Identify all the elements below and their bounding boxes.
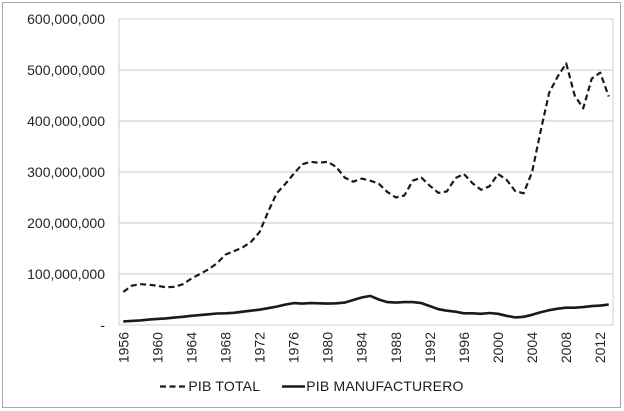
x-axis-tick-label: 2000: [490, 332, 506, 363]
legend-item-pib-total: PIB TOTAL: [160, 378, 260, 394]
pib-total-dashed-line-marker: [160, 384, 188, 388]
y-axis-tick-label: 500,000,000: [27, 62, 105, 78]
y-axis-tick-label: 300,000,000: [27, 164, 105, 180]
series-line-pib-total: [122, 62, 610, 293]
pib-manufacturero-solid-line-marker: [282, 384, 306, 388]
x-axis-tick-label: 1968: [217, 332, 233, 363]
x-axis-tick-label: 1960: [149, 332, 165, 363]
y-axis-tick-label: 200,000,000: [27, 215, 105, 231]
chart-legend: PIB TOTAL PIB MANUFACTURERO: [0, 373, 624, 399]
legend-item-pib-manufacturero: PIB MANUFACTURERO: [282, 378, 463, 394]
legend-label-pib-manufacturero: PIB MANUFACTURERO: [306, 378, 464, 394]
y-axis-tick-label: 400,000,000: [27, 113, 105, 129]
x-axis-tick-label: 2008: [558, 332, 574, 363]
x-axis-tick-label: 1996: [456, 332, 472, 363]
x-axis-tick-label: 1992: [422, 332, 438, 363]
x-axis-tick-label: 1980: [320, 332, 336, 363]
x-axis-tick-label: 1956: [115, 332, 131, 363]
x-axis-tick-label: 1976: [286, 332, 302, 363]
y-axis-tick-label: 600,000,000: [27, 11, 105, 27]
series-line-pib-manufacturero: [123, 294, 609, 323]
x-axis-tick-label: 2012: [592, 332, 608, 363]
x-axis-tick-label: 2004: [524, 332, 540, 363]
y-axis-tick-label: -: [100, 317, 105, 333]
x-axis-tick-label: 1988: [388, 332, 404, 363]
x-axis-tick-label: 1964: [183, 332, 199, 363]
y-axis-tick-label: 100,000,000: [27, 266, 105, 282]
legend-label-pib-total: PIB TOTAL: [188, 378, 261, 394]
x-axis-tick-label: 1984: [354, 332, 370, 363]
x-axis-tick-label: 1972: [252, 332, 268, 363]
plot-area-border: [118, 18, 614, 326]
